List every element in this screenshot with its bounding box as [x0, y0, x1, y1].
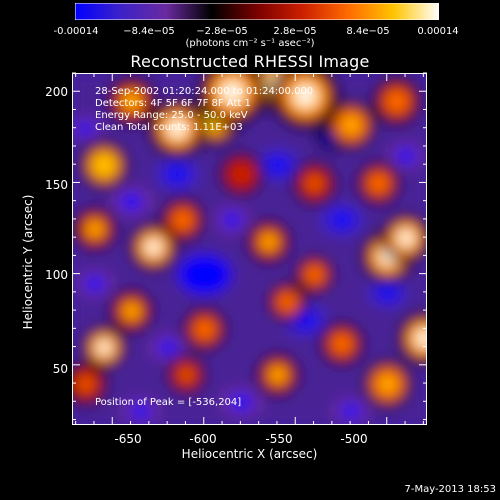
heatmap-blob — [372, 177, 385, 190]
heatmap-blob — [344, 118, 359, 133]
heatmap-blob — [335, 337, 349, 351]
heatmap-blob-core — [120, 193, 143, 210]
colorbar-tick: 8.4e−05 — [346, 26, 390, 37]
heatmap-image — [73, 74, 426, 424]
heatmap-blob-core — [191, 264, 218, 285]
heatmap-blob-core — [396, 148, 416, 164]
heatmap-blob — [308, 177, 321, 190]
colorbar-tick: 2.8e−05 — [273, 26, 317, 37]
date-stamp: 7-May-2013 18:53 — [404, 484, 496, 495]
heatmap-blob — [308, 269, 321, 281]
info-line: 28-Sep-2002 01:20:24.000 to 01:24:00.000 — [95, 86, 314, 97]
info-line: Energy Range: 25.0 - 50.0 keV — [95, 110, 248, 121]
heatmap-blob-core — [166, 166, 189, 183]
heatmap-blob — [176, 213, 190, 227]
colorbar-tick: −8.4e−05 — [123, 26, 175, 37]
heatmap-blob — [235, 167, 248, 181]
heatmap-blob — [124, 94, 139, 109]
heatmap-blob — [97, 158, 112, 173]
heatmap-blob — [146, 240, 161, 255]
heatmap-blob-core — [222, 212, 243, 228]
heatmap-blob-core — [230, 394, 253, 411]
heatmap-blob-core — [377, 285, 398, 301]
y-tick-label: 100 — [45, 268, 68, 282]
y-tick-label: 150 — [45, 178, 68, 192]
y-tick-label: 200 — [45, 85, 68, 99]
heatmap-blob — [125, 304, 138, 318]
heatmap-blob — [398, 231, 414, 246]
heatmap-blob — [198, 323, 212, 336]
y-tick-label: 50 — [52, 362, 68, 376]
colorbar-tick: −2.8e−05 — [196, 26, 248, 37]
heatmap-blob — [271, 368, 285, 382]
x-tick-label: -500 — [340, 432, 368, 446]
heatmap-blob-core — [130, 404, 151, 419]
heatmap-blob — [262, 235, 276, 249]
heatmap-blob — [97, 341, 111, 354]
heatmap-blob — [168, 120, 186, 138]
heatmap-blob — [79, 377, 93, 391]
x-tick-label: -650 — [114, 432, 142, 446]
plot-area: 28-Sep-2002 01:20:24.000 to 01:24:00.000… — [72, 73, 427, 425]
peak-position-text: Position of Peak = [-536,204] — [95, 397, 242, 408]
info-line: Detectors: 4F 5F 6F 7F 8F Att 1 — [95, 98, 251, 109]
heatmap-blob — [222, 82, 243, 103]
colorbar-tick: -0.00014 — [53, 26, 99, 37]
colorbar — [75, 3, 439, 20]
heatmap-blob — [281, 296, 293, 308]
y-axis-label: Heliocentric Y (arcsec) — [21, 194, 35, 330]
heatmap-blob-core — [77, 122, 95, 136]
colorbar-tick: 0.00014 — [417, 26, 459, 37]
colorbar-units: (photons cm⁻² s⁻¹ asec⁻²) — [185, 38, 315, 49]
heatmap-blob-core — [331, 211, 353, 229]
info-line: Clean Total counts: 1.11E+03 — [95, 122, 243, 133]
x-tick-label: -600 — [189, 432, 217, 446]
heatmap-blob — [180, 369, 193, 381]
x-axis-label: Heliocentric X (arcsec) — [181, 447, 318, 461]
heatmap-blob-core — [341, 404, 362, 419]
heatmap-blob-core — [85, 276, 105, 292]
heatmap-blob — [380, 377, 395, 392]
heatmap-blob — [389, 94, 404, 109]
heatmap-blob — [88, 222, 102, 236]
heatmap-blob-core — [266, 156, 289, 174]
heatmap-blob — [416, 330, 426, 347]
heatmap-blob-core — [158, 340, 179, 355]
x-tick-label: -550 — [265, 432, 293, 446]
chart-title: Reconstructed RHESSI Image — [130, 52, 370, 71]
heatmap-blob — [295, 86, 316, 106]
